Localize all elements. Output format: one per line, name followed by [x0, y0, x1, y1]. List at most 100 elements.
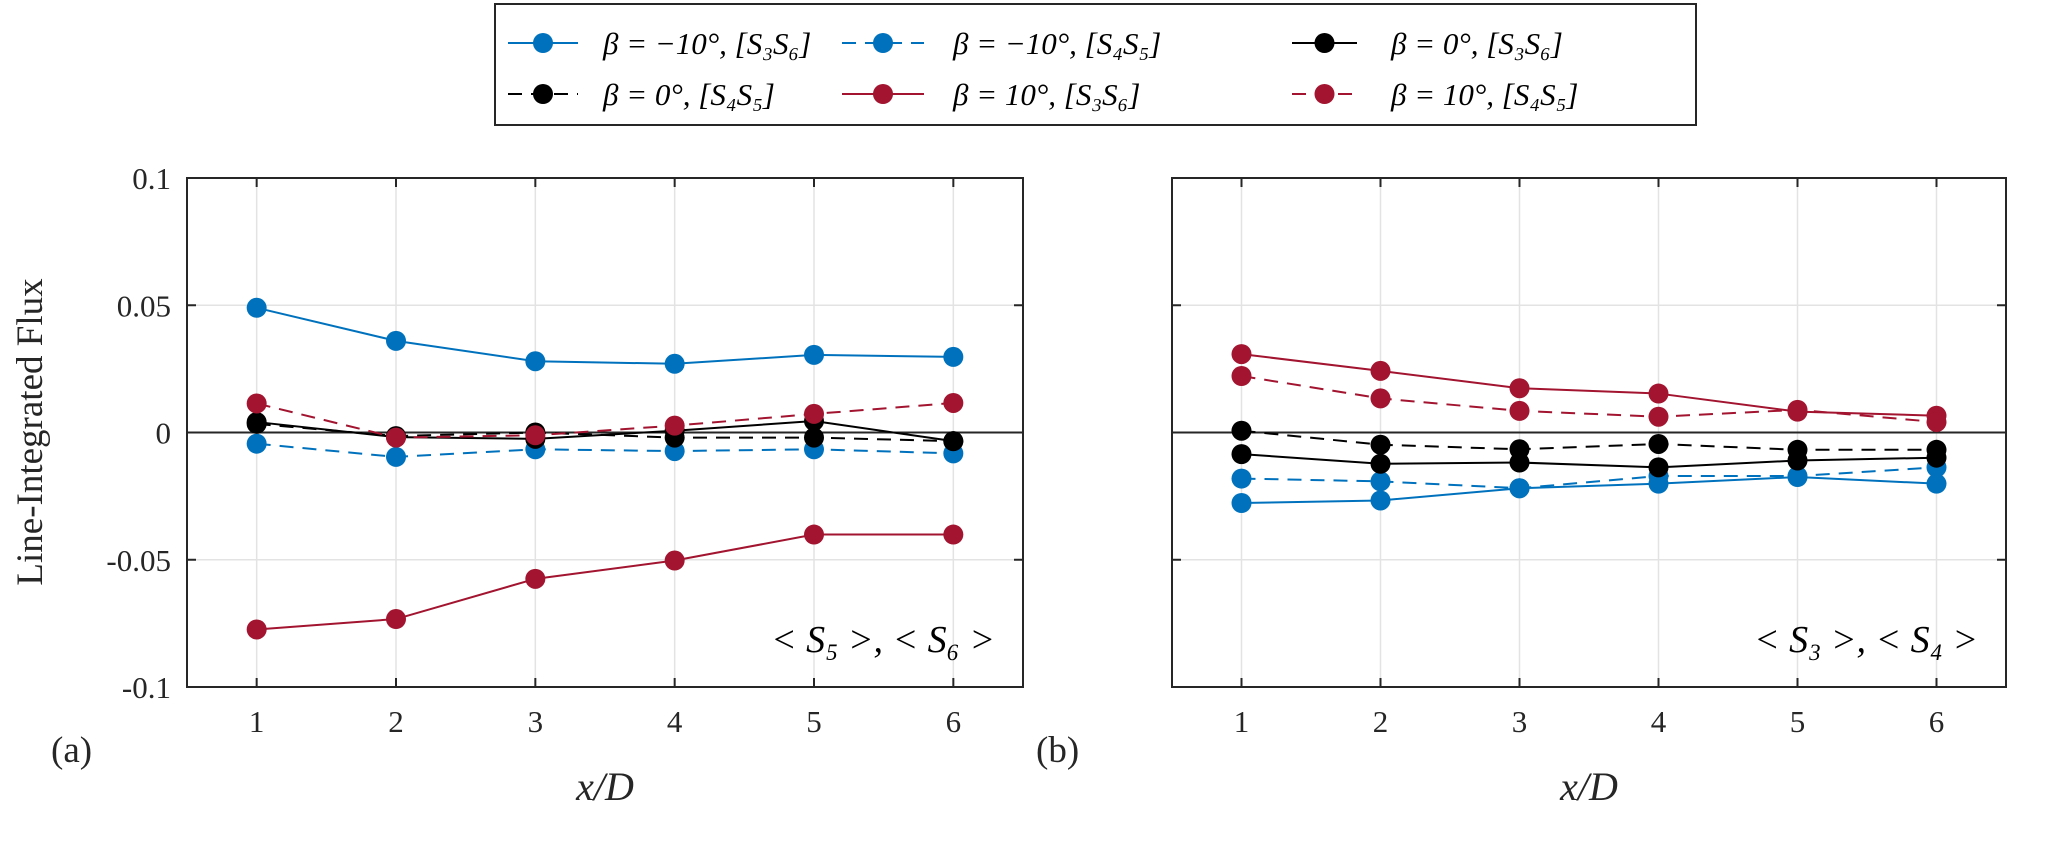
data-point [943, 524, 964, 545]
series-line [1241, 466, 1937, 490]
data-point [1231, 420, 1252, 441]
data-point [1509, 378, 1530, 399]
panel-a: 1 2 3 4 5 6 -0.1 -0.05 0 0.05 0.1 x/D (a) < S₅ >, < S… [51, 161, 1024, 809]
data-point [1787, 439, 1808, 460]
series-line [256, 422, 954, 443]
series-line [1241, 353, 1937, 417]
y-axis-label: Line-Integrated Flux [10, 278, 51, 586]
data-point [1509, 439, 1530, 460]
data-point [1926, 473, 1947, 494]
data-point [1648, 433, 1669, 454]
data-point [1926, 412, 1947, 433]
y-tick-label: 0.05 [117, 288, 171, 323]
data-point [664, 353, 685, 374]
data-point [246, 297, 267, 318]
series-line [256, 533, 954, 631]
data-point [1231, 366, 1252, 387]
series-line [1241, 429, 1937, 451]
legend-label: β = −10°, [S₄S₅] [952, 26, 1161, 61]
x-tick-label: 3 [528, 704, 544, 739]
data-point [1509, 400, 1530, 421]
data-point [525, 425, 546, 446]
legend-marker [1314, 33, 1335, 53]
data-point [525, 568, 546, 589]
legend-label: β = 0°, [S₃S₆] [1390, 26, 1563, 61]
data-point [1648, 457, 1669, 478]
panel-annotation: < S₃ >, < S₄ > [1754, 619, 1978, 661]
data-point [943, 346, 964, 367]
data-point [1370, 360, 1391, 381]
legend-marker [1314, 84, 1335, 104]
x-axis-label: x/D [575, 764, 634, 809]
data-point [804, 427, 824, 448]
legend-label: β = 0°, [S₄S₅] [602, 77, 775, 112]
data-point [664, 550, 685, 571]
panel-label: (b) [1036, 730, 1079, 771]
series-line [1241, 375, 1937, 424]
data-point [1370, 490, 1391, 511]
x-axis-label: x/D [1559, 764, 1618, 809]
data-point [1231, 344, 1252, 365]
x-tick-label: 5 [1790, 704, 1806, 739]
legend-label: β = −10°, [S₃S₆] [602, 26, 811, 61]
legend-label: β = 10°, [S₃S₆] [952, 77, 1140, 112]
y-tick-label: 0 [156, 416, 172, 451]
panel-annotation: < S₅ >, < S₆ > [771, 619, 995, 661]
legend: β = −10°, [S₃S₆] β = −10°, [S₄S₅] β = 0°, … [494, 3, 1697, 126]
y-tick-label: 0.1 [132, 161, 171, 196]
data-point [1370, 471, 1391, 492]
y-tick-label: -0.05 [106, 543, 171, 578]
data-point [943, 431, 964, 452]
data-point [1648, 406, 1669, 427]
panel-label: (a) [51, 730, 92, 771]
x-tick-label: 4 [667, 704, 683, 739]
x-tick-label: 6 [1929, 704, 1945, 739]
data-point [386, 446, 406, 467]
series-line [256, 401, 954, 439]
data-point [246, 393, 267, 414]
x-tick-label: 6 [946, 704, 962, 739]
series-line [1241, 453, 1937, 469]
data-point [943, 392, 964, 413]
data-point [1231, 468, 1252, 489]
data-point [1370, 388, 1391, 409]
legend-marker [873, 33, 893, 53]
data-point [386, 427, 406, 448]
data-point [1648, 383, 1669, 404]
x-tick-label: 4 [1651, 704, 1667, 739]
x-tick-label: 1 [1234, 704, 1250, 739]
data-point [246, 413, 267, 434]
data-point [804, 524, 824, 545]
data-point [1787, 466, 1808, 487]
legend-box [494, 3, 1697, 126]
data-point [1370, 453, 1391, 474]
data-point [246, 619, 267, 640]
panel-b: 1 2 3 4 5 6 x/D (b) < S₃ >, < S₄ > [1036, 177, 2007, 809]
data-point [386, 330, 406, 351]
legend-marker [533, 84, 553, 104]
data-point [1787, 399, 1808, 420]
data-point [1509, 478, 1530, 499]
x-tick-label: 1 [249, 704, 265, 739]
series-line [1241, 476, 1937, 504]
data-point [386, 609, 406, 630]
data-point [664, 415, 685, 436]
y-tick-label: -0.1 [122, 670, 171, 705]
x-tick-label: 3 [1512, 704, 1528, 739]
data-point [1370, 434, 1391, 455]
data-point [246, 433, 267, 454]
series-line [256, 306, 954, 365]
legend-marker [533, 33, 553, 53]
x-tick-label: 2 [388, 704, 404, 739]
data-point [804, 344, 824, 365]
legend-label: β = 10°, [S₄S₅] [1390, 77, 1578, 112]
legend-marker [873, 84, 893, 104]
data-point [804, 403, 824, 424]
data-point [1231, 492, 1252, 513]
data-point [1231, 444, 1252, 465]
series-line [256, 442, 954, 458]
x-tick-label: 2 [1373, 704, 1389, 739]
data-point [1926, 439, 1947, 460]
data-point [525, 351, 546, 372]
